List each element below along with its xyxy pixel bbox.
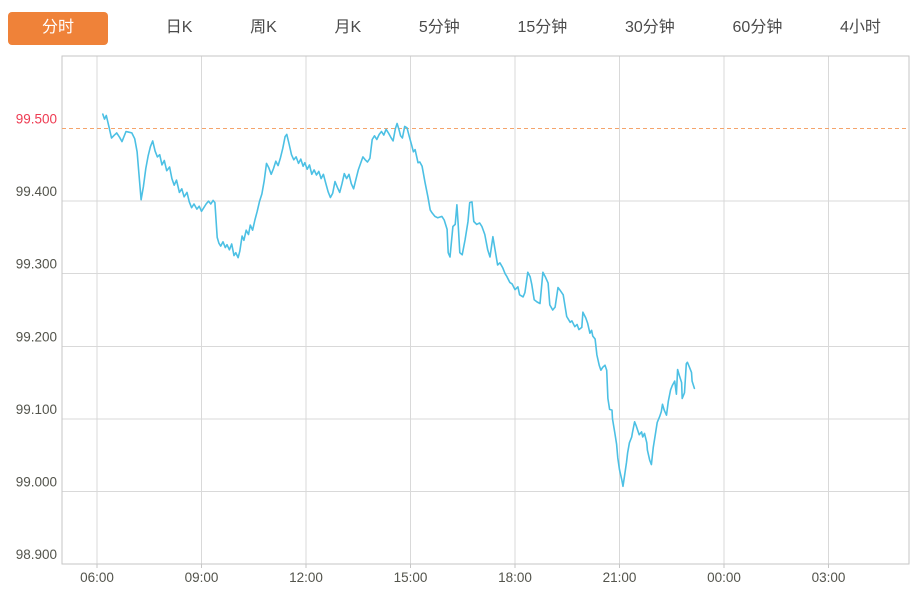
y-axis-label: 99.000 [16, 474, 57, 489]
price-line [102, 113, 696, 488]
tab-30min[interactable]: 30分钟 [625, 19, 675, 36]
y-axis-label: 99.300 [16, 257, 57, 272]
x-axis-label: 15:00 [394, 570, 428, 585]
tab-15min[interactable]: 15分钟 [517, 19, 568, 36]
tab-monthly-k[interactable]: 月K [334, 19, 362, 36]
y-axis-label: 99.100 [16, 402, 57, 417]
tab-weekly-k[interactable]: 周K [250, 19, 277, 36]
y-axis-label: 99.200 [16, 329, 57, 344]
x-axis-label: 12:00 [289, 570, 323, 585]
y-axis-label: 98.900 [16, 547, 57, 562]
tab-daily-k[interactable]: 日K [165, 19, 193, 36]
x-axis-label: 03:00 [812, 570, 846, 585]
x-axis-label: 09:00 [185, 570, 219, 585]
timeframe-tabbar: 分时 日K 周K 月K 5分钟 15分钟 30分钟 60分钟 4小时 [0, 0, 911, 56]
tab-60min[interactable]: 60分钟 [732, 19, 783, 36]
tab-4hour[interactable]: 4小时 [840, 19, 881, 36]
tab-5min[interactable]: 5分钟 [418, 19, 460, 36]
plot-border [61, 55, 910, 565]
y-axis-label: 99.400 [16, 184, 57, 199]
x-axis-label: 18:00 [498, 570, 532, 585]
tab-minute-line[interactable]: 分时 [8, 11, 108, 45]
x-axis-label: 06:00 [80, 570, 114, 585]
y-axis-label-reference: 99.500 [16, 112, 57, 127]
x-axis-label: 00:00 [707, 570, 741, 585]
x-axis-label: 21:00 [603, 570, 637, 585]
